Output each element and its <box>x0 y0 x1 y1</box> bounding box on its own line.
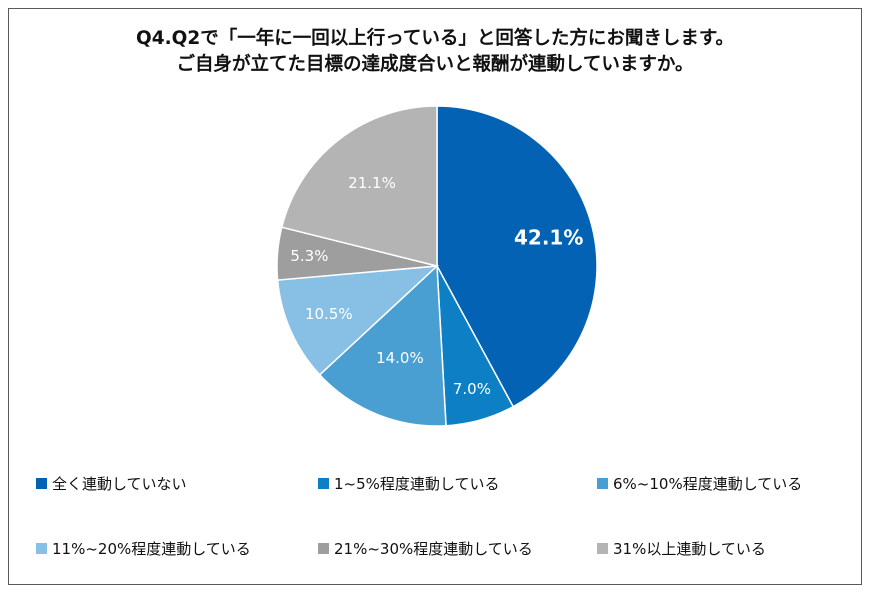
chart-title-line-2: ご自身が立てた目標の達成度合いと報酬が連動していますか。 <box>176 54 694 75</box>
legend-item: 全く連動していない <box>36 473 187 494</box>
slice-data-label: 7.0% <box>453 380 491 398</box>
legend-swatch <box>597 478 608 489</box>
slice-data-label: 42.1% <box>514 226 583 250</box>
legend-swatch <box>36 543 47 554</box>
chart-title-line-1: Q4.Q2で「一年に一回以上行っている」と回答した方にお聞きします。 <box>136 28 734 49</box>
legend-label: 31%以上連動している <box>613 540 766 558</box>
legend-item: 6%~10%程度連動している <box>597 473 802 494</box>
pie-slice <box>436 105 598 408</box>
legend-swatch <box>597 543 608 554</box>
slice-data-label: 14.0% <box>376 349 424 367</box>
legend-swatch <box>318 478 329 489</box>
legend-item: 1~5%程度連動している <box>318 473 499 494</box>
legend-swatch <box>36 478 47 489</box>
legend-label: 6%~10%程度連動している <box>613 475 803 493</box>
pie-slice <box>280 105 438 267</box>
legend-label: 全く連動していない <box>52 475 187 493</box>
legend-label: 11%~20%程度連動している <box>52 540 251 558</box>
legend-item: 11%~20%程度連動している <box>36 538 251 559</box>
legend-label: 21%~30%程度連動している <box>334 540 533 558</box>
slice-data-label: 21.1% <box>348 174 396 192</box>
slice-data-label: 10.5% <box>305 305 353 323</box>
legend-label: 1~5%程度連動している <box>334 475 500 493</box>
slice-data-label: 5.3% <box>290 247 328 265</box>
legend-swatch <box>318 543 329 554</box>
pie-slice <box>318 264 447 427</box>
pie-slice <box>276 265 440 376</box>
legend-item: 21%~30%程度連動している <box>318 538 533 559</box>
legend-item: 31%以上連動している <box>597 538 766 559</box>
chart-title: Q4.Q2で「一年に一回以上行っている」と回答した方にお聞きします。 ご自身が立… <box>0 26 870 78</box>
